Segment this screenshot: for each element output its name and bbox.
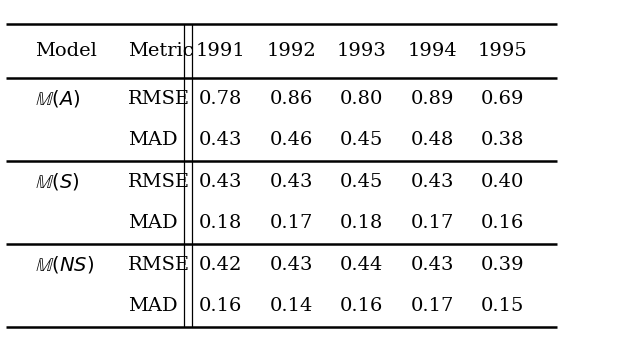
Text: Metric: Metric: [128, 42, 194, 60]
Text: 0.69: 0.69: [481, 90, 524, 108]
Text: 1991: 1991: [196, 42, 246, 60]
Text: 0.38: 0.38: [481, 131, 524, 149]
Text: 0.42: 0.42: [199, 256, 243, 274]
Text: 0.17: 0.17: [410, 297, 454, 315]
Text: 0.46: 0.46: [269, 131, 313, 149]
Text: 0.45: 0.45: [340, 173, 383, 191]
Text: 0.14: 0.14: [269, 297, 313, 315]
Text: RMSE: RMSE: [128, 90, 190, 108]
Text: 0.17: 0.17: [410, 214, 454, 232]
Text: 0.44: 0.44: [340, 256, 383, 274]
Text: 0.16: 0.16: [340, 297, 383, 315]
Text: 0.43: 0.43: [269, 173, 313, 191]
Text: 0.16: 0.16: [481, 214, 524, 232]
Text: 0.43: 0.43: [199, 173, 243, 191]
Text: 0.45: 0.45: [340, 131, 383, 149]
Text: 0.78: 0.78: [199, 90, 243, 108]
Text: $\mathbb{M}(A)$: $\mathbb{M}(A)$: [35, 88, 81, 109]
Text: 0.89: 0.89: [410, 90, 454, 108]
Text: 0.43: 0.43: [410, 256, 454, 274]
Text: 0.18: 0.18: [199, 214, 243, 232]
Text: MAD: MAD: [128, 214, 178, 232]
Text: 0.43: 0.43: [199, 131, 243, 149]
Text: RMSE: RMSE: [128, 173, 190, 191]
Text: 0.40: 0.40: [481, 173, 524, 191]
Text: 1994: 1994: [407, 42, 457, 60]
Text: 1992: 1992: [266, 42, 316, 60]
Text: MAD: MAD: [128, 131, 178, 149]
Text: 1995: 1995: [477, 42, 527, 60]
Text: RMSE: RMSE: [128, 256, 190, 274]
Text: $\mathbb{M}(S)$: $\mathbb{M}(S)$: [35, 171, 80, 192]
Text: 0.18: 0.18: [340, 214, 383, 232]
Text: Model: Model: [35, 42, 97, 60]
Text: 0.43: 0.43: [269, 256, 313, 274]
Text: 0.17: 0.17: [269, 214, 313, 232]
Text: 1993: 1993: [337, 42, 387, 60]
Text: $\mathbb{M}(NS)$: $\mathbb{M}(NS)$: [35, 254, 95, 275]
Text: 0.86: 0.86: [269, 90, 313, 108]
Text: 0.39: 0.39: [481, 256, 524, 274]
Text: 0.43: 0.43: [410, 173, 454, 191]
Text: 0.16: 0.16: [199, 297, 243, 315]
Text: MAD: MAD: [128, 297, 178, 315]
Text: 0.15: 0.15: [481, 297, 524, 315]
Text: 0.48: 0.48: [410, 131, 454, 149]
Text: 0.80: 0.80: [340, 90, 383, 108]
